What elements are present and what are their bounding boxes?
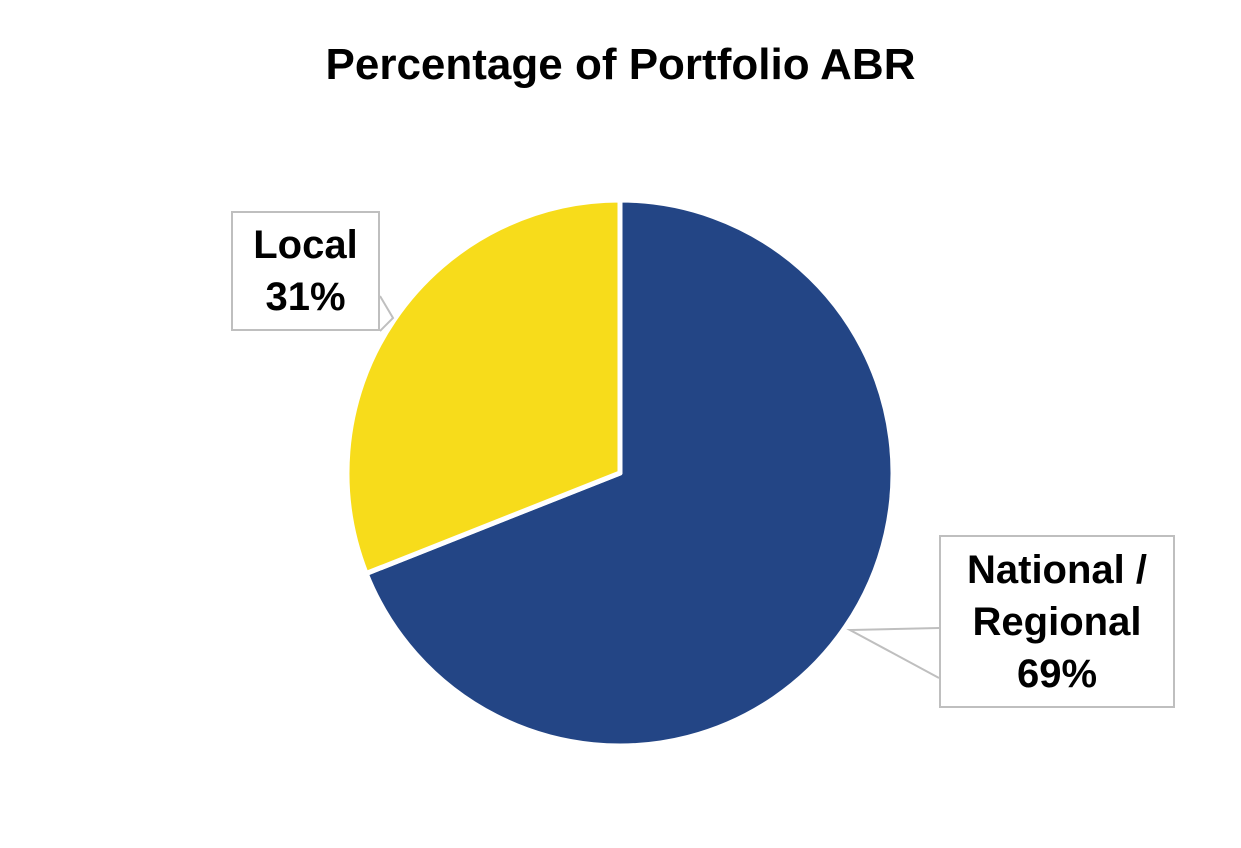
callout-line (846, 627, 940, 679)
category-label: Local (253, 223, 358, 267)
pie-slice (363, 197, 896, 749)
pie-slice (344, 197, 623, 576)
data-label: National / Regional 69% (939, 535, 1175, 708)
value-label: 31% (265, 275, 346, 319)
chart-title: Percentage of Portfolio ABR (325, 40, 916, 89)
category-label: National / Regional (966, 547, 1148, 644)
data-label: Local 31% (231, 211, 380, 331)
callout-line (379, 295, 395, 332)
value-label: 69% (1016, 651, 1098, 696)
